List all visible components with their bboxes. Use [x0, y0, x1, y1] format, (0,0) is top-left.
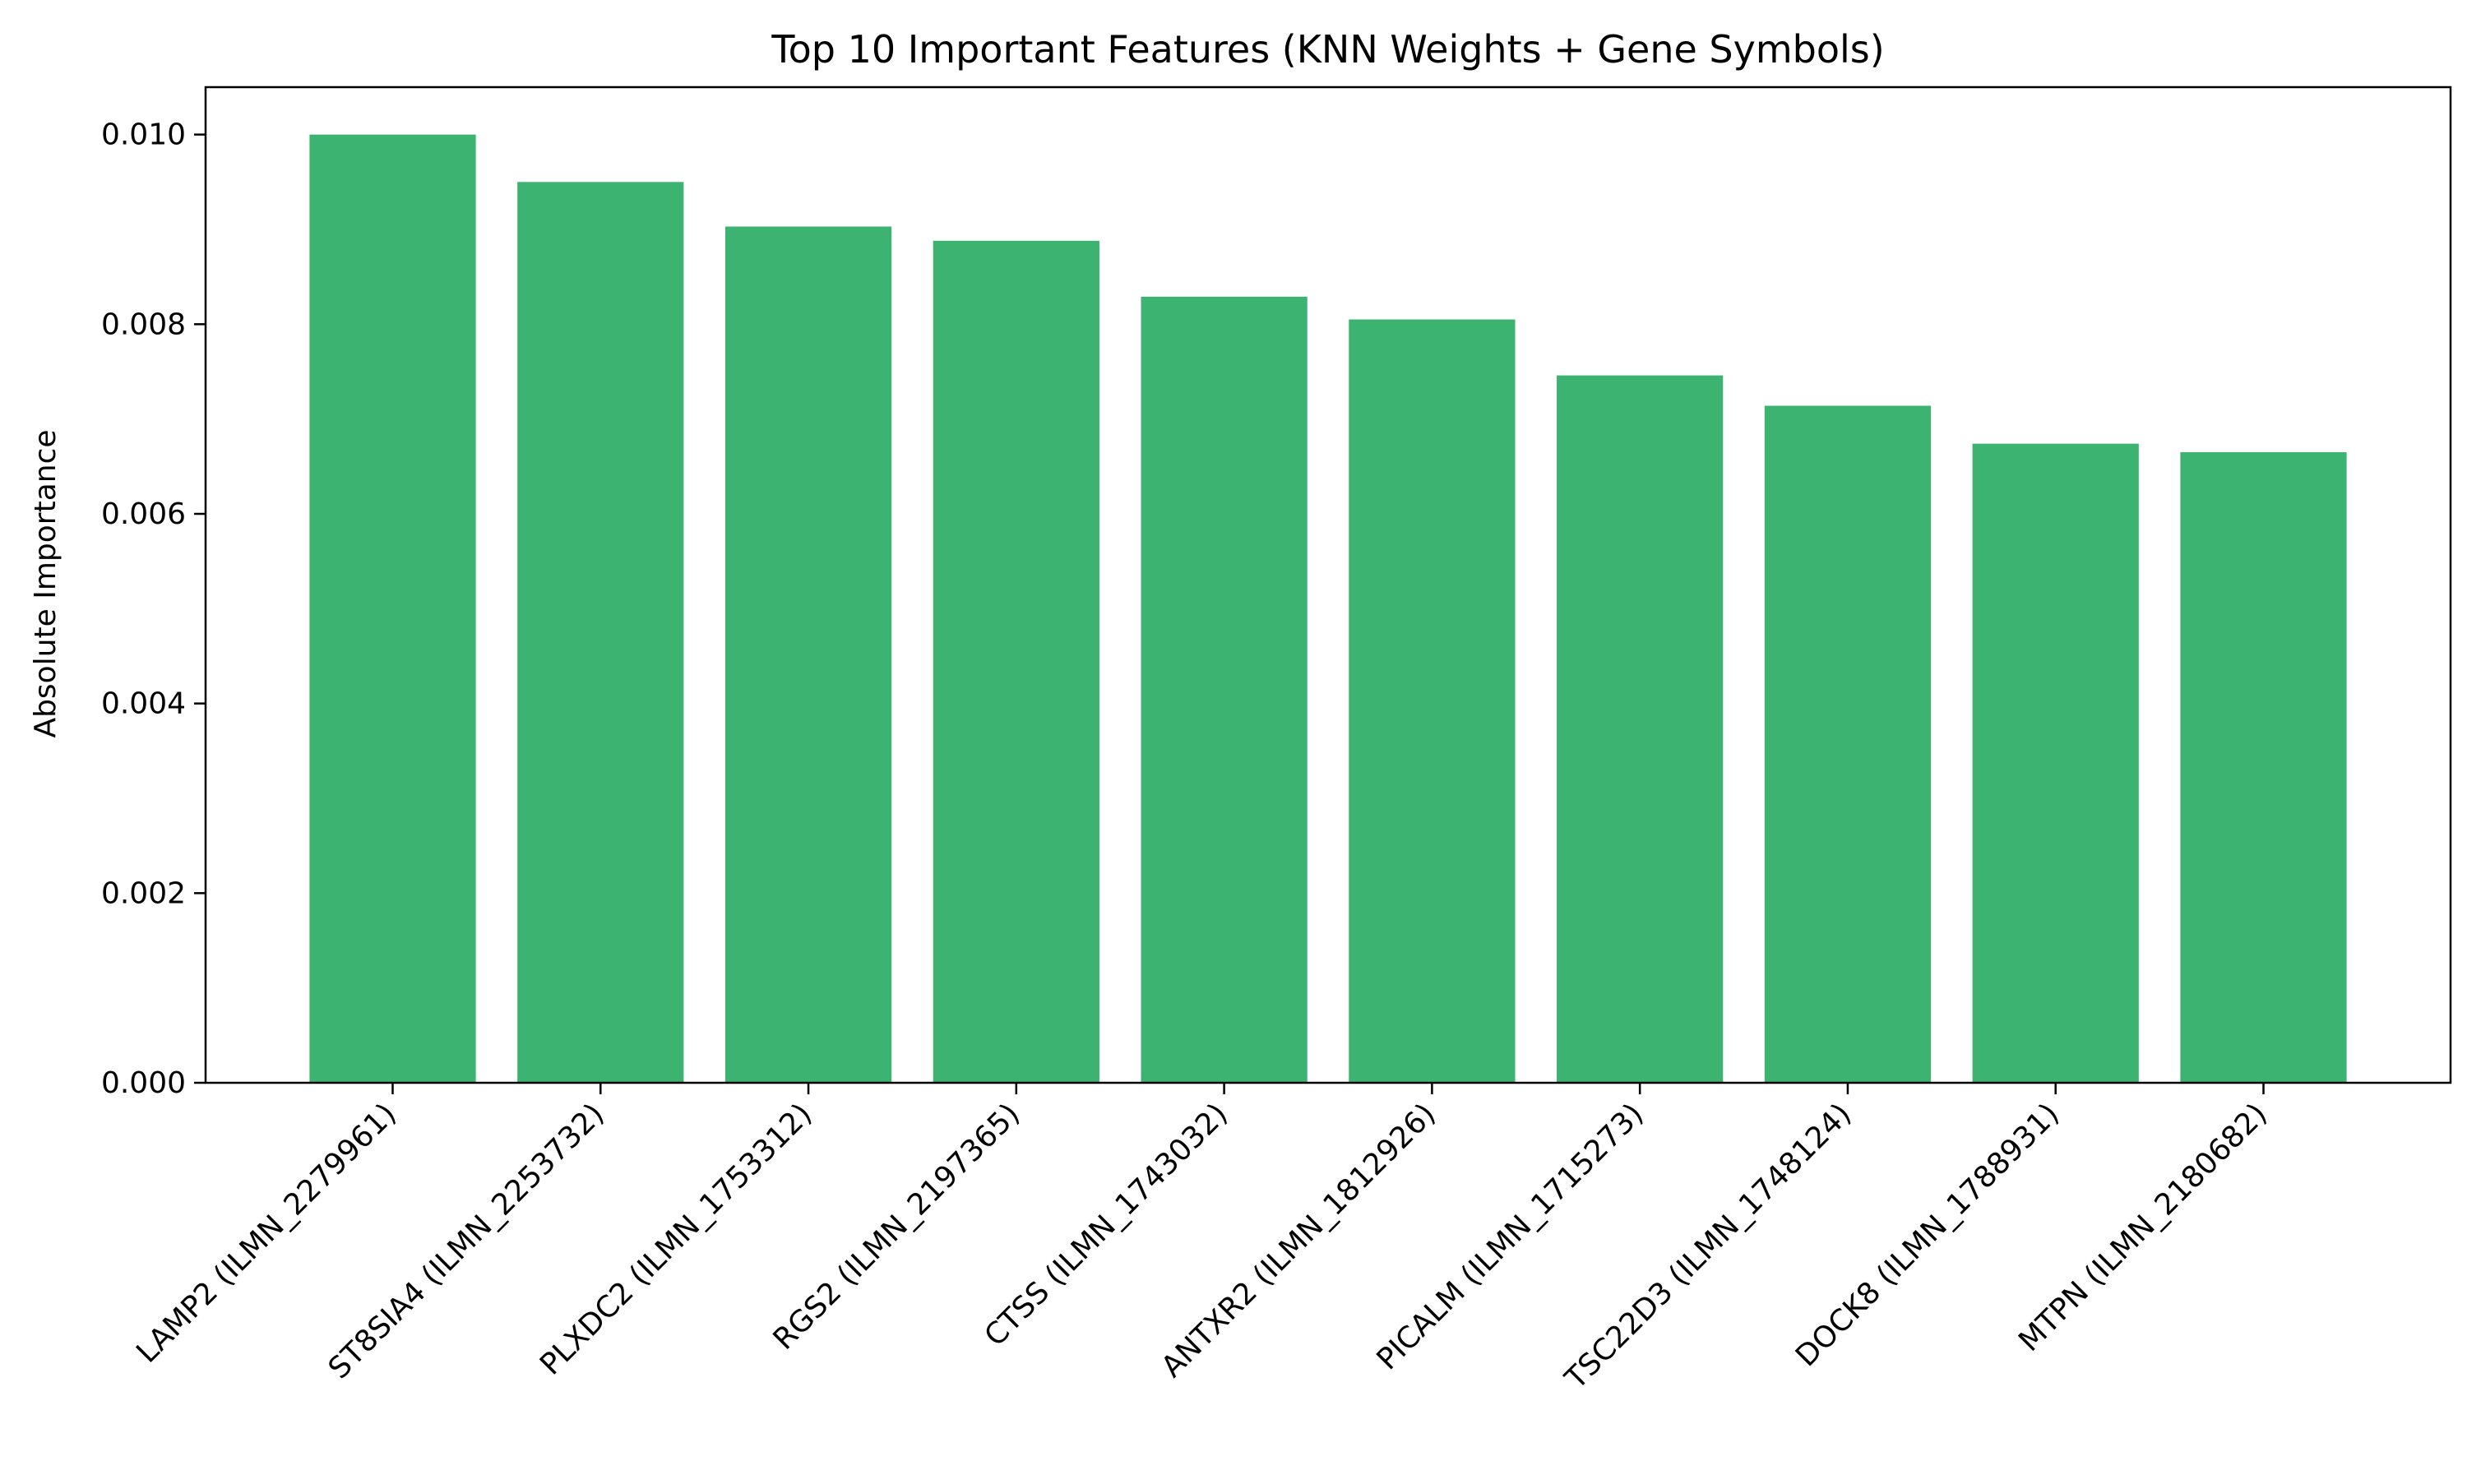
bar-3 [724, 226, 892, 1083]
x-axis-ticks: LAMP2 (ILMN_2279961)ST8SIA4 (ILMN_225373… [130, 1083, 2274, 1396]
bar-7 [1557, 375, 1724, 1083]
plot-area-frame [204, 86, 2452, 1084]
y-tick-label: 0.004 [101, 687, 186, 721]
y-tick-label: 0.000 [101, 1066, 186, 1100]
bar-2 [517, 182, 684, 1084]
y-axis-label: Absolute Importance [29, 429, 62, 737]
y-tick-label: 0.002 [101, 876, 186, 910]
chart-title: Top 10 Important Features (KNN Weights +… [771, 27, 1884, 72]
bar-8 [1764, 405, 1932, 1083]
y-axis-ticks: 0.000 0.002 0.004 0.006 0.008 0.010 [101, 118, 206, 1100]
y-tick-label: 0.010 [101, 118, 186, 152]
bar-6 [1349, 319, 1516, 1083]
bar-1 [309, 134, 476, 1083]
x-tick-label: RGS2 (ILMN_2197365) [767, 1097, 1027, 1357]
y-tick-label: 0.006 [101, 497, 186, 531]
bar-4 [933, 240, 1099, 1084]
y-tick-label: 0.008 [101, 307, 186, 341]
bar-9 [1972, 443, 2139, 1083]
x-tick-label: CTSS (ILMN_1743032) [979, 1097, 1234, 1352]
x-tick-label: MTPN (ILMN_2180682) [2012, 1097, 2274, 1358]
bars-group [309, 134, 2347, 1084]
bar-10 [2180, 452, 2347, 1083]
bar-5 [1141, 296, 1308, 1083]
